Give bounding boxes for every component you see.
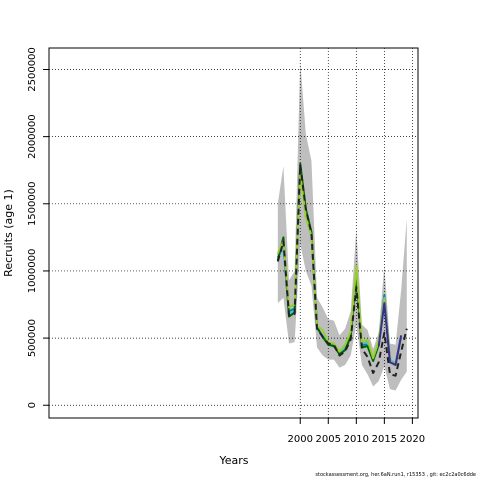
footer-credit: stockassessment.org, her.6aN.run1, r1535… [315,472,476,478]
plot-frame [48,47,419,419]
confidence-band-area [277,61,407,391]
confidence-band [277,61,407,391]
y-tick-label: 0 [27,402,38,408]
y-axis-label: Recruits (age 1) [2,189,15,277]
x-tick-label: 2015 [372,434,397,445]
x-tick-label: 2000 [288,434,313,445]
series-lines [276,162,408,377]
series-line-5 [276,163,408,377]
y-axis: 0 500000 1000000 1500000 2000000 2500000 [27,47,49,408]
y-tick-label: 2000000 [27,114,38,159]
x-tick-label: 2005 [316,434,341,445]
x-axis: 2000 2005 2010 2015 2020 [288,418,425,445]
x-axis-label: Years [218,454,248,467]
y-tick-label: 1000000 [27,249,38,294]
y-tick-label: 1500000 [27,182,38,227]
series-line-4 [377,302,403,366]
y-tick-label: 2500000 [27,47,38,92]
x-tick-label: 2020 [400,434,425,445]
x-tick-label: 2010 [344,434,369,445]
y-tick-label: 500000 [27,319,38,357]
